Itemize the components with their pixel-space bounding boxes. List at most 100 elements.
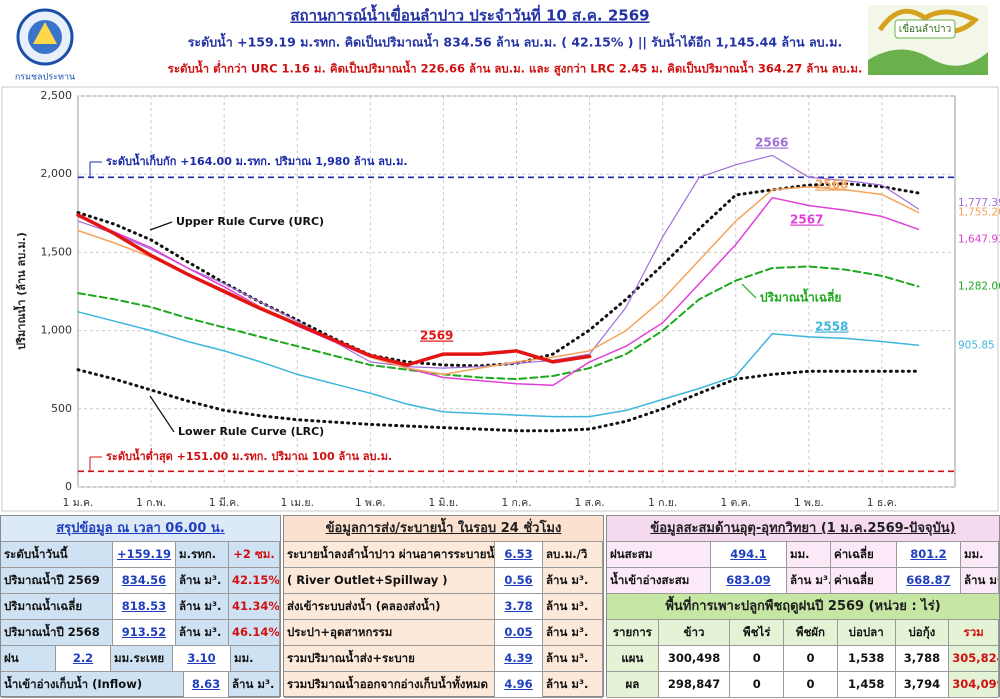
x-tick-label: 1 เม.ย. [281, 497, 314, 509]
end-label: 905.85 [958, 339, 995, 351]
table-cell: 834.56 [113, 568, 176, 594]
y-tick-label: 1,500 [41, 245, 73, 258]
table-cell: ล้าน ม³. [229, 672, 280, 698]
series-label: 2567 [790, 213, 823, 227]
x-tick-label: 1 มี.ค. [209, 496, 240, 509]
table-cell: ล้าน ม³. [543, 594, 603, 620]
table-cell: 1,458 [837, 672, 896, 698]
table-cell: ปริมาณน้ำเฉลี่ย [1, 594, 113, 620]
table-cell: +2 ซม. [229, 542, 280, 568]
x-tick-label: 1 ม.ค. [63, 497, 94, 509]
table-cell: รวม [949, 620, 1000, 646]
table-cell: ล้าน ม³. [543, 620, 603, 646]
panel-title: ข้อมูลสะสมด้านอุตุ-อุทกวิทยา (1 ม.ค.2569… [607, 516, 999, 542]
table-cell: ผล [607, 672, 659, 698]
series-line [76, 213, 592, 367]
subtitle-2: ระดับน้ำ ต่ำกว่า URC 1.16 ม. คิดเป็นปริม… [168, 60, 863, 77]
end-label: 1,755.20 [958, 206, 1000, 218]
y-tick-label: 0 [65, 480, 72, 493]
table-cell: ค่าเฉลี่ย [831, 542, 897, 568]
reference-label: ระดับน้ำเก็บกัก +164.00 ม.รทก. ปริมาณ 1,… [106, 153, 408, 168]
panel-title: สรุปข้อมูล ณ เวลา 06.00 น. [1, 516, 280, 542]
header-bg [0, 0, 1000, 85]
table-cell: 4.96 [495, 672, 543, 698]
table-cell: มม.ระเหย [111, 646, 173, 672]
tables: สรุปข้อมูล ณ เวลา 06.00 น. ระดับน้ำวันนี้… [0, 515, 1000, 699]
table-cell: 818.53 [113, 594, 176, 620]
table-row: รวมปริมาณน้ำส่ง+ระบาย 4.39 ล้าน ม³. [284, 646, 603, 672]
table-row: ส่งเข้าระบบส่งน้ำ (คลองส่งน้ำ) 3.78 ล้าน ม… [284, 594, 603, 620]
table-cell: แผน [607, 646, 659, 672]
table-panel: สรุปข้อมูล ณ เวลา 06.00 น. ระดับน้ำวันนี้… [0, 515, 281, 698]
x-tick-label: 1 พ.ค. [355, 497, 386, 509]
table-cell: 801.2 [897, 542, 961, 568]
table-row: ปริมาณน้ำเฉลี่ย 818.53 ล้าน ม³. 41.34% [1, 594, 280, 620]
table-cell: ปริมาณน้ำปี 2569 [1, 568, 113, 594]
logo-right [868, 5, 988, 75]
table-cell: ฝน [1, 646, 56, 672]
table-cell: 0 [784, 646, 838, 672]
table-cell: 3,794 [895, 672, 950, 698]
x-tick-label: 1 พ.ย. [794, 497, 824, 509]
table-panel: ข้อมูลสะสมด้านอุตุ-อุทกวิทยา (1 ม.ค.2569… [606, 515, 1000, 698]
table-cell: มม. [231, 646, 280, 672]
table-cell: ประปา+อุตสาหกรรม [284, 620, 495, 646]
end-label: 1,647.93 [958, 233, 1000, 245]
series-line [77, 196, 920, 387]
table-cell: ล้าน ม³. [176, 620, 229, 646]
reference-label: ระดับน้ำต่ำสุด +151.00 ม.รทก. ปริมาณ 100… [106, 448, 392, 464]
table-cell: +159.19 [113, 542, 176, 568]
table-cell: 2.2 [56, 646, 111, 672]
table-cell: ม.รทก. [176, 542, 229, 568]
panel-subtitle: พื้นที่การเพาะปลูกพืชฤดูฝนปี 2569 (หน่วย… [607, 594, 999, 620]
x-tick-label: 1 ส.ค. [575, 497, 605, 509]
table-row: ประปา+อุตสาหกรรม 0.05 ล้าน ม³. [284, 620, 603, 646]
x-tick-label: 1 ก.ค. [501, 497, 531, 509]
table-cell: พืชไร่ [730, 620, 785, 646]
title: สถานการณ์น้ำเขื่อนลำปาว ประจำวันที่ 10 ส… [290, 4, 649, 25]
table-cell: 494.1 [711, 542, 787, 568]
y-tick-label: 2,500 [41, 89, 73, 102]
table-cell: 0.56 [495, 568, 543, 594]
table-row: น้ำเข้าอ่างเก็บน้ำ (Inflow) 8.63 ล้าน ม³. [1, 672, 280, 698]
table-cell: บ่อปลา [837, 620, 896, 646]
table-cell: 668.87 [897, 568, 961, 594]
series-line [76, 368, 920, 433]
table-cell: ล้าน ม³. [787, 568, 831, 594]
table-cell: 304,099 [949, 672, 1000, 698]
table-cell: มม. [961, 542, 999, 568]
table-row: ระดับน้ำวันนี้ +159.19 ม.รทก. +2 ซม. [1, 542, 280, 568]
table-cell: 46.14% [229, 620, 280, 646]
table-cell: ระบายน้ำลงลำน้ำปาว ผ่านอาคารระบายน้ำ [284, 542, 495, 568]
table-cell: ปริมาณน้ำปี 2568 [1, 620, 113, 646]
table-cell: ส่งเข้าระบบส่งน้ำ (คลองส่งน้ำ) [284, 594, 495, 620]
table-row: น้ำเข้าอ่างสะสม 683.09 ล้าน ม³. ค่าเฉลี่ย 66… [607, 568, 999, 594]
table-cell: 41.34% [229, 594, 280, 620]
table-cell: 305,824 [949, 646, 1000, 672]
series-line [77, 265, 920, 381]
table-panel: ข้อมูลการส่ง/ระบายน้ำ ในรอบ 24 ชั่วโมง ระ… [283, 515, 604, 698]
series-label: 2568 [815, 178, 848, 192]
table-cell: บ่อกุ้ง [895, 620, 950, 646]
table-cell: ล้าน ม³. [543, 672, 603, 698]
table-cell: ระดับน้ำวันนี้ [1, 542, 113, 568]
table-cell: 3,788 [895, 646, 950, 672]
series-label: 2558 [815, 320, 848, 334]
table-cell: 0 [784, 672, 838, 698]
logo-left-text: กรมชลประทาน [15, 73, 75, 83]
y-tick-label: 500 [51, 402, 72, 415]
logo-right-text: เขื่อนลำปาว [899, 21, 951, 35]
annotation-arrow [741, 283, 757, 299]
subtitle: ระดับน้ำ +159.19 ม.รทก. คิดเป็นปริมาณน้ำ… [188, 33, 843, 50]
table-cell: น้ำเข้าอ่างสะสม [607, 568, 711, 594]
table-cell: ( River Outlet+Spillway ) [284, 568, 495, 594]
annotation-arrow [149, 395, 175, 433]
table-cell: มม. [787, 542, 831, 568]
table-row: ฝน 2.2 มม.ระเหย 3.10 มม. [1, 646, 280, 672]
table-cell: ล้าน ม³. [543, 568, 603, 594]
table-cell: 300,498 [658, 646, 731, 672]
table-cell: รวมปริมาณน้ำส่ง+ระบาย [284, 646, 495, 672]
x-tick-label: 1 ก.พ. [136, 497, 166, 509]
